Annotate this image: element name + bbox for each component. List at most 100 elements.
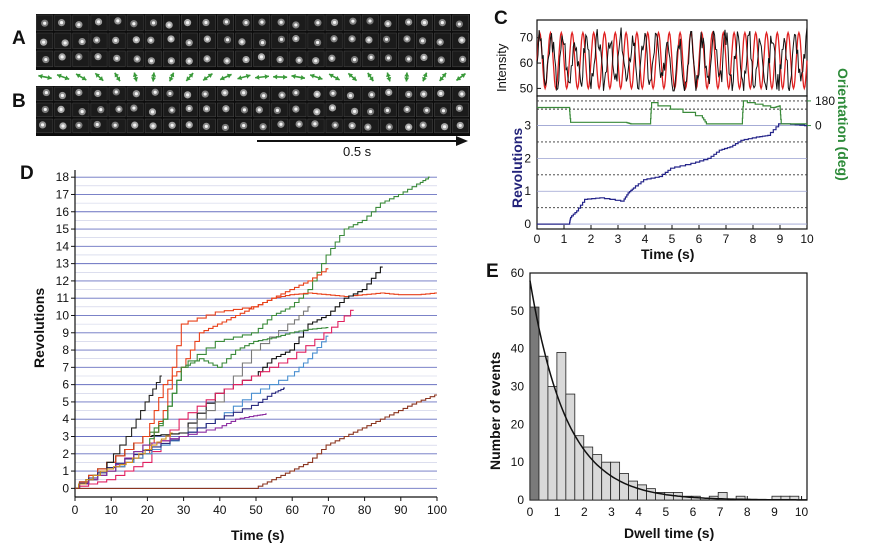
particle-spot-core [420, 39, 425, 43]
frames-strip-a [36, 14, 470, 70]
frames-strip-b [36, 86, 470, 136]
particle-spot-core [366, 125, 370, 129]
particle-spot-core [117, 107, 121, 111]
c-xtick-label: 5 [669, 232, 676, 246]
particle-spot-core [96, 91, 100, 96]
particle-spot-core [257, 108, 261, 112]
panel-ab: A B 0.5 s [12, 14, 470, 159]
particle-spot-core [242, 108, 247, 112]
e-xtick-label: 2 [581, 505, 588, 519]
c-top-ytick-label: 70 [520, 31, 534, 45]
particle-spot-core [315, 110, 319, 114]
panel-e-ylabel: Number of events [487, 352, 503, 470]
particle-spot-core [458, 123, 462, 128]
intensity-signal-line [536, 27, 808, 92]
particle-spot-core [170, 108, 174, 112]
particle-spot-core [113, 123, 117, 127]
histogram-bar [565, 393, 576, 501]
particle-spot-core [352, 58, 357, 62]
c-ytick-label: 3 [524, 119, 531, 133]
e-xtick-label: 10 [795, 505, 809, 519]
e-ytick-label: 60 [511, 266, 525, 280]
particle-spot-core [294, 91, 298, 95]
e-ytick-label: 10 [511, 455, 525, 469]
particle-spot-core [169, 37, 173, 41]
panel-c-bottom-frame [536, 95, 808, 230]
orientation-arrowhead [386, 76, 392, 82]
d-xtick-label: 50 [249, 503, 263, 517]
particle-spot-core [368, 110, 373, 114]
particle-spot-core [204, 20, 208, 25]
e-ytick-label: 0 [517, 493, 524, 507]
panel-d-xlabel: Time (s) [231, 527, 284, 543]
particle-spot-core [438, 40, 442, 44]
orientation-arrowhead [76, 73, 81, 79]
d-ytick-label: 18 [56, 170, 70, 184]
revolution-trace [75, 266, 383, 489]
scale-bar-arrowhead [456, 136, 468, 146]
d-ytick-label: 12 [56, 274, 70, 288]
particle-spot-core [316, 40, 320, 45]
panel-e-label: E [486, 261, 499, 282]
particle-spot-core [439, 58, 443, 62]
c-top-ytick-label: 60 [520, 56, 534, 70]
orientation-arrowhead [460, 73, 466, 78]
d-ytick-label: 3 [62, 429, 69, 443]
particle-spot-core [280, 93, 284, 97]
particle-spot-core [422, 21, 427, 25]
orientation-arrows [38, 72, 466, 82]
particle-spot-core [80, 110, 84, 114]
c-xtick-label: 3 [615, 232, 622, 246]
particle-spot-core [43, 107, 47, 112]
orientation-arrowhead [237, 75, 243, 81]
histogram-bar [547, 386, 558, 501]
particle-spot-core [385, 108, 389, 112]
particle-spot-core [422, 92, 426, 96]
e-xtick-label: 0 [527, 505, 534, 519]
e-xtick-label: 3 [608, 505, 615, 519]
orientation-arrowhead [169, 76, 174, 82]
d-xtick-label: 40 [213, 503, 227, 517]
particle-spot-core [77, 123, 81, 127]
particle-spot-core [313, 122, 317, 126]
orientation-arrowhead [186, 76, 191, 81]
particle-spot-core [42, 40, 46, 44]
particle-spot-core [149, 59, 153, 63]
particle-spot-core [242, 123, 246, 128]
panel-c-top-ylabel: Intensity [494, 43, 509, 92]
revolution-trace [75, 413, 267, 489]
particle-spot-core [96, 20, 101, 24]
particle-spot-core [387, 125, 391, 129]
orientation-arrowhead [255, 74, 260, 80]
particle-spot-core [60, 55, 64, 59]
c-ytick-label: 2 [524, 151, 531, 165]
orientation-arrowhead [81, 75, 87, 81]
particle-spot-core [422, 55, 426, 60]
particle-spot-core [133, 123, 137, 127]
panel-c-ylabel: Revolutions [509, 128, 525, 208]
particle-spot-core [77, 90, 81, 95]
orientation-arrowhead [456, 76, 462, 81]
d-xtick-label: 70 [322, 503, 336, 517]
panel-e: E 0 10 20 30 40 50 60 0 1 2 3 4 5 6 7 8 9 10 Number of ev… [486, 261, 809, 541]
particle-spot-core [261, 125, 265, 129]
particle-spot-core [384, 37, 389, 41]
e-xtick-label: 4 [635, 505, 642, 519]
particle-spot-core [460, 38, 464, 42]
orientation-arrowhead [169, 72, 175, 78]
c-xtick-label: 1 [561, 232, 568, 246]
orientation-arrowhead [264, 74, 269, 80]
d-ytick-label: 1 [62, 464, 69, 478]
particle-spot-core [405, 37, 409, 41]
particle-spot-core [350, 37, 354, 41]
particle-spot-core [114, 90, 118, 94]
orientation-arrowhead [114, 72, 120, 78]
panel-c-y2label: Orientation (deg) [835, 68, 851, 181]
particle-spot-core [99, 108, 103, 112]
particle-spot-core [425, 108, 429, 112]
e-xtick-label: 1 [554, 505, 561, 519]
particle-spot-core [294, 107, 298, 111]
particle-spot-core [224, 20, 229, 24]
orientation-arrowhead [348, 73, 353, 78]
